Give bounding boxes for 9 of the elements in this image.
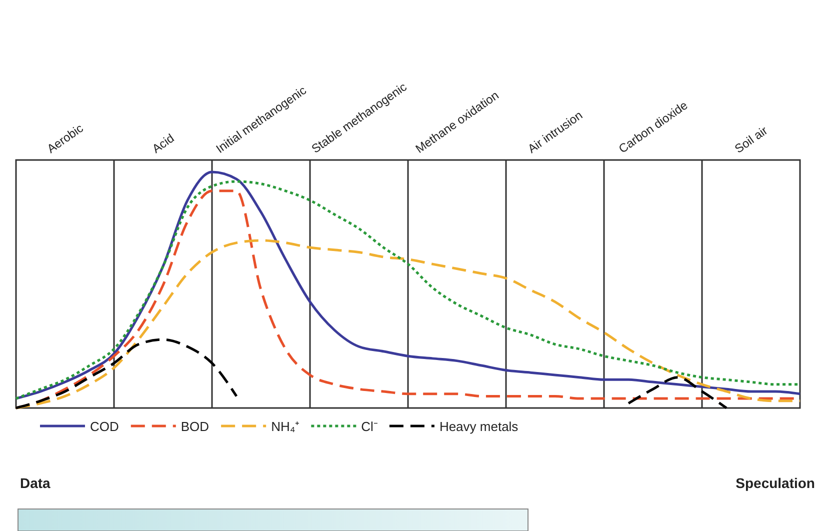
x-tick-label: Acid: [150, 131, 177, 156]
legend-label: Heavy metals: [439, 419, 519, 434]
text: Data: [20, 475, 51, 491]
legend-label: BOD: [180, 419, 210, 434]
text: Speculation: [736, 475, 815, 491]
x-tick-label: Soil air: [732, 123, 770, 156]
legend-label: NH₄⁺: [271, 419, 300, 434]
legend-label: Cl⁻: [361, 419, 378, 434]
legend-label: COD: [90, 419, 119, 434]
